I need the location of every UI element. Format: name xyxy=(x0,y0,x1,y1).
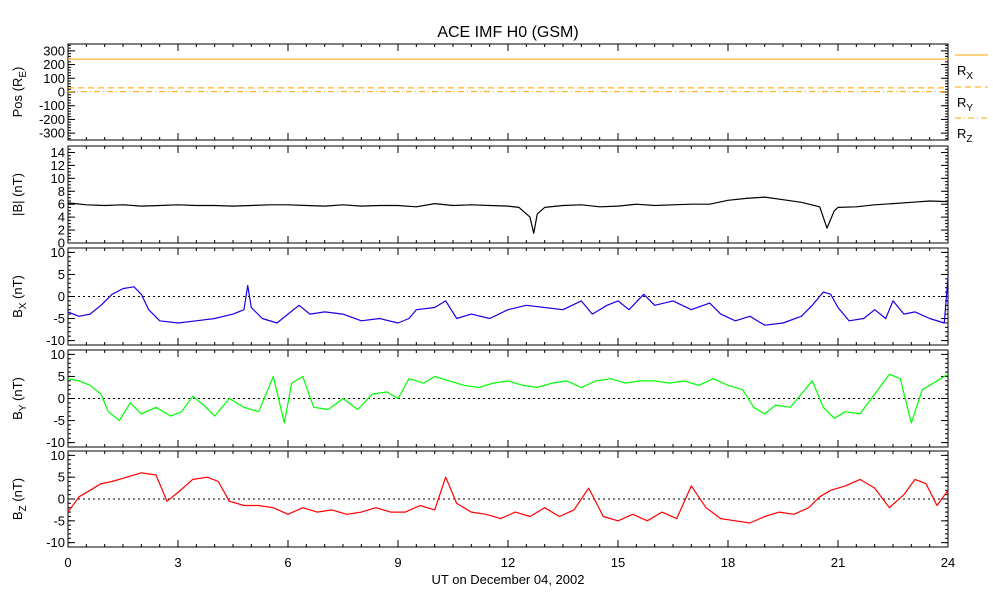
y-tick-label: 5 xyxy=(58,470,65,485)
y-tick-label: 0 xyxy=(58,236,65,251)
x-tick-label: 18 xyxy=(721,555,735,570)
x-tick-label: 12 xyxy=(501,555,515,570)
y-tick-label: 0 xyxy=(58,492,65,507)
y-tick-label: 12 xyxy=(51,158,65,173)
x-tick-label: 24 xyxy=(941,555,955,570)
y-axis-label: BZ (nT) xyxy=(10,478,29,520)
x-tick-label: 6 xyxy=(284,555,291,570)
x-tick-label: 15 xyxy=(611,555,625,570)
series-line-bz xyxy=(67,472,949,524)
chart-title: ACE IMF H0 (GSM) xyxy=(437,24,578,41)
panel-bz: 10 5 0 -5 -10 BZ (nT) xyxy=(10,448,949,550)
panel-by: 10 5 0 -5 -10 BY (nT) xyxy=(10,347,949,450)
y-tick-label: 0 xyxy=(58,289,65,304)
legend-label: RX xyxy=(957,63,973,82)
y-tick-label: 200 xyxy=(43,57,65,72)
y-tick-label: 10 xyxy=(51,448,65,463)
y-tick-label: 0 xyxy=(58,85,65,100)
y-tick-label: -5 xyxy=(53,311,65,326)
y-tick-label: 2 xyxy=(58,223,65,238)
series-line-b_mag xyxy=(67,196,949,234)
x-tick-label: 9 xyxy=(394,555,401,570)
y-axis-label: Pos (RE) xyxy=(10,67,29,118)
x-axis-label: UT on December 04, 2002 xyxy=(432,572,585,587)
y-tick-label: 10 xyxy=(51,347,65,362)
legend-label: RY xyxy=(957,95,973,114)
y-tick-label: 5 xyxy=(58,369,65,384)
y-axis-label: BX (nT) xyxy=(10,275,29,318)
y-tick-label: -5 xyxy=(53,413,65,428)
y-tick-label: -300 xyxy=(39,126,65,141)
panel-bx: 10 5 0 -5 -10 BX (nT) xyxy=(10,245,949,348)
series-line-by xyxy=(67,373,949,424)
x-tick-label: 21 xyxy=(831,555,845,570)
y-tick-label: 10 xyxy=(51,245,65,260)
y-tick-label: 5 xyxy=(58,267,65,282)
y-tick-label: -100 xyxy=(39,98,65,113)
x-tick-label: 0 xyxy=(64,555,71,570)
y-axis-label: BY (nT) xyxy=(10,377,29,420)
y-tick-label: 8 xyxy=(58,184,65,199)
x-tick-labels: 0 3 6 9 12 15 18 21 24 xyxy=(64,555,955,570)
y-tick-label: 100 xyxy=(43,71,65,86)
y-tick-label: -200 xyxy=(39,112,65,127)
y-tick-label: -10 xyxy=(46,435,65,450)
y-tick-label: -10 xyxy=(46,535,65,550)
legend-label: RZ xyxy=(957,126,973,145)
y-tick-label: 4 xyxy=(58,210,65,225)
y-tick-label: 14 xyxy=(51,145,65,160)
panel-frame xyxy=(67,145,949,244)
y-tick-label: 6 xyxy=(58,197,65,212)
y-tick-label: 0 xyxy=(58,391,65,406)
y-tick-label: -5 xyxy=(53,513,65,528)
y-tick-label: 10 xyxy=(51,171,65,186)
y-tick-label: 300 xyxy=(43,43,65,58)
y-axis-label: |B| (nT) xyxy=(10,173,25,216)
y-tick-label: -10 xyxy=(46,333,65,348)
series-line-bx xyxy=(67,276,949,326)
x-tick-label: 3 xyxy=(174,555,181,570)
